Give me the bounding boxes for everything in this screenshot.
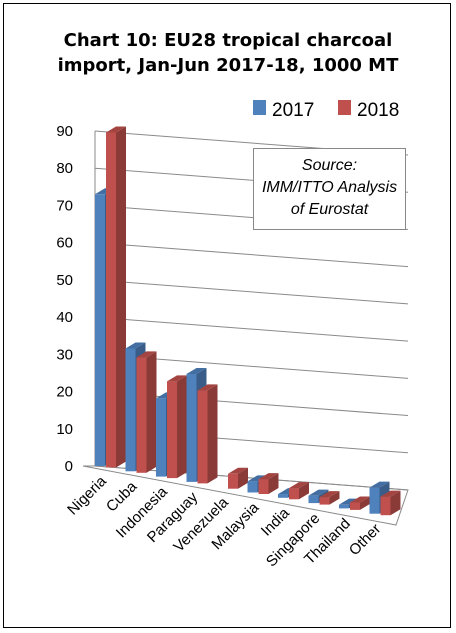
chart-title: Chart 10: EU28 tropical charcoal import,…: [57, 30, 399, 76]
bar-top: [258, 473, 279, 480]
bar-side: [207, 384, 218, 484]
bar-side: [146, 351, 157, 473]
bar-2018-other: [380, 496, 391, 516]
bar-2018-malaysia: [258, 479, 269, 494]
bar-side: [360, 496, 370, 510]
bar-2018-venezuela: [228, 473, 238, 489]
bars: [95, 126, 401, 516]
bar-top: [380, 490, 401, 497]
bar-2017-singapore: [308, 495, 319, 504]
bar-2018-cuba: [136, 357, 147, 473]
bar-top: [167, 375, 187, 382]
gridline: [94, 316, 409, 342]
source-line-1: Source:: [301, 157, 358, 174]
x-tick-label: Nigeria: [64, 472, 110, 518]
chart-frame: [3, 3, 451, 628]
y-tick-label: 30: [56, 346, 73, 363]
legend-label-2018: 2018: [357, 100, 399, 121]
bar-side: [116, 126, 126, 468]
legend-swatch-2017: [253, 100, 266, 115]
bar-2017-paraguay: [186, 373, 197, 482]
bar-side: [390, 490, 401, 516]
bar-top: [308, 489, 329, 496]
bar-top: [369, 481, 390, 488]
gridline: [94, 279, 409, 305]
source-line-3: of Eurostat: [290, 201, 369, 218]
bar-2017-nigeria: [95, 194, 105, 466]
y-tick-label: 20: [56, 384, 73, 401]
bar-2017-malaysia: [247, 481, 258, 493]
bar-top: [186, 367, 207, 374]
bar-2018-singapore: [319, 497, 330, 505]
bar-2017-india: [278, 494, 288, 498]
bar-2018-paraguay: [197, 390, 208, 484]
y-tick-label: 50: [56, 272, 73, 289]
legend-label-2017: 2017: [272, 100, 314, 121]
y-axis: 0 10 20 30 40 50 60 70 80 90: [56, 123, 73, 475]
y-tick-label: 70: [56, 197, 73, 214]
bar-top: [228, 467, 248, 474]
bar-top: [319, 491, 340, 498]
bar-side: [329, 491, 340, 505]
y-tick-label: 40: [56, 309, 73, 326]
bar-top: [197, 384, 218, 391]
y-tick-label: 90: [56, 123, 73, 140]
bar-top: [289, 482, 309, 489]
y-tick-label: 10: [56, 421, 73, 438]
source-line-2: IMM/ITTO Analysis: [261, 179, 398, 196]
bar-side: [268, 473, 279, 494]
legend: 2017 2018: [253, 100, 399, 121]
bar-2017-other: [369, 487, 380, 514]
bar-2018-thailand: [350, 502, 360, 510]
bar-2017-thailand: [339, 504, 349, 509]
bar-side: [238, 467, 248, 489]
bar-2017-indonesia: [156, 398, 166, 477]
source-annotation: Source: IMM/ITTO Analysis of Eurostat: [253, 148, 406, 230]
bar-2018-nigeria: [106, 132, 116, 468]
bar-top: [136, 351, 157, 358]
bar-side: [177, 375, 187, 479]
bar-top: [125, 342, 146, 349]
y-tick-label: 0: [65, 458, 73, 475]
bar-side: [299, 482, 309, 500]
bar-2018-india: [289, 488, 299, 500]
bar-2018-indonesia: [167, 381, 177, 479]
legend-swatch-2018: [338, 100, 351, 115]
bar-top: [350, 496, 370, 503]
bar-2017-cuba: [125, 348, 136, 472]
bar-top: [106, 126, 126, 133]
y-tick-label: 80: [56, 160, 73, 177]
y-tick-label: 60: [56, 235, 73, 252]
gridline: [94, 242, 409, 268]
